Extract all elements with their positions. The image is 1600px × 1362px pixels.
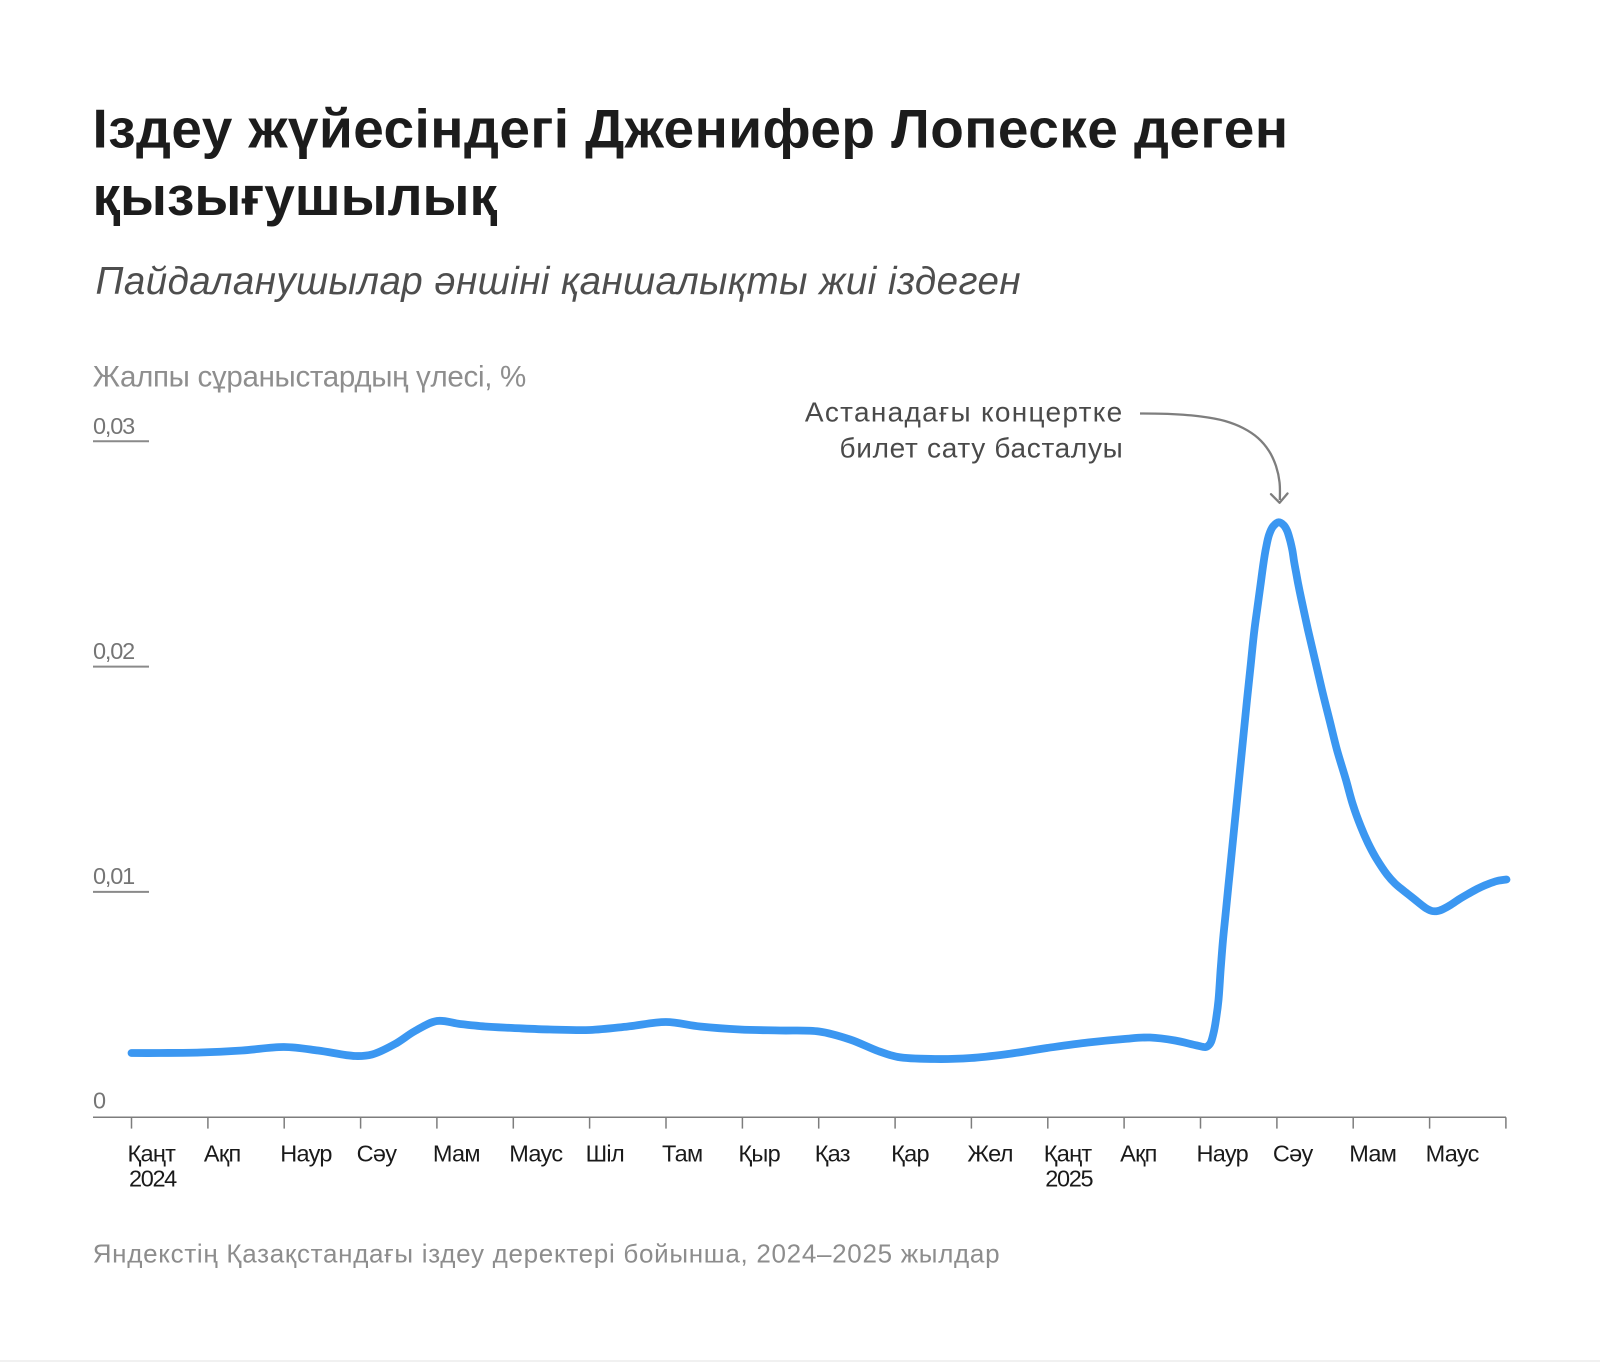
svg-text:Ақп: Ақп	[1120, 1141, 1157, 1167]
svg-text:Жалпы сұраныстардың үлесі, %: Жалпы сұраныстардың үлесі, %	[93, 360, 526, 393]
svg-text:Қар: Қар	[891, 1141, 929, 1167]
svg-text:Қаз: Қаз	[815, 1141, 850, 1167]
svg-text:0,02: 0,02	[93, 638, 134, 664]
svg-text:Наур: Наур	[280, 1141, 332, 1167]
svg-text:Қаңт: Қаңт	[1044, 1141, 1093, 1167]
svg-text:Мам: Мам	[1349, 1141, 1396, 1167]
svg-text:Жел: Жел	[967, 1141, 1012, 1167]
svg-text:0,03: 0,03	[93, 413, 135, 439]
svg-text:2024: 2024	[129, 1166, 177, 1192]
svg-text:Қыр: Қыр	[738, 1141, 780, 1167]
svg-text:Мам: Мам	[433, 1141, 480, 1167]
svg-text:Сәу: Сәу	[357, 1141, 398, 1167]
svg-text:Іздеу жүйесіндегі Дженифер Лоп: Іздеу жүйесіндегі Дженифер Лопеске деген	[93, 98, 1289, 160]
svg-text:Астанадағы концертке: Астанадағы концертке	[805, 397, 1124, 428]
svg-text:қызығушылық: қызығушылық	[93, 165, 498, 227]
svg-text:Яндекстің Қазақстандағы іздеу: Яндекстің Қазақстандағы іздеу деректері …	[93, 1239, 1001, 1269]
svg-text:Наур: Наур	[1197, 1141, 1249, 1167]
svg-text:Там: Там	[662, 1141, 702, 1167]
svg-text:Сәу: Сәу	[1273, 1141, 1314, 1167]
svg-text:Шіл: Шіл	[586, 1141, 624, 1167]
svg-text:0: 0	[93, 1087, 106, 1113]
svg-text:Пайдаланушылар әншіні қаншалық: Пайдаланушылар әншіні қаншалықты жиі ізд…	[96, 260, 1021, 303]
svg-text:0,01: 0,01	[93, 863, 134, 889]
svg-text:Маус: Маус	[1426, 1141, 1480, 1167]
svg-text:билет сату басталуы: билет сату басталуы	[840, 433, 1124, 464]
svg-text:Маус: Маус	[509, 1141, 563, 1167]
svg-text:2025: 2025	[1045, 1166, 1093, 1192]
svg-text:Ақп: Ақп	[204, 1141, 241, 1167]
svg-text:Қаңт: Қаңт	[128, 1141, 177, 1167]
